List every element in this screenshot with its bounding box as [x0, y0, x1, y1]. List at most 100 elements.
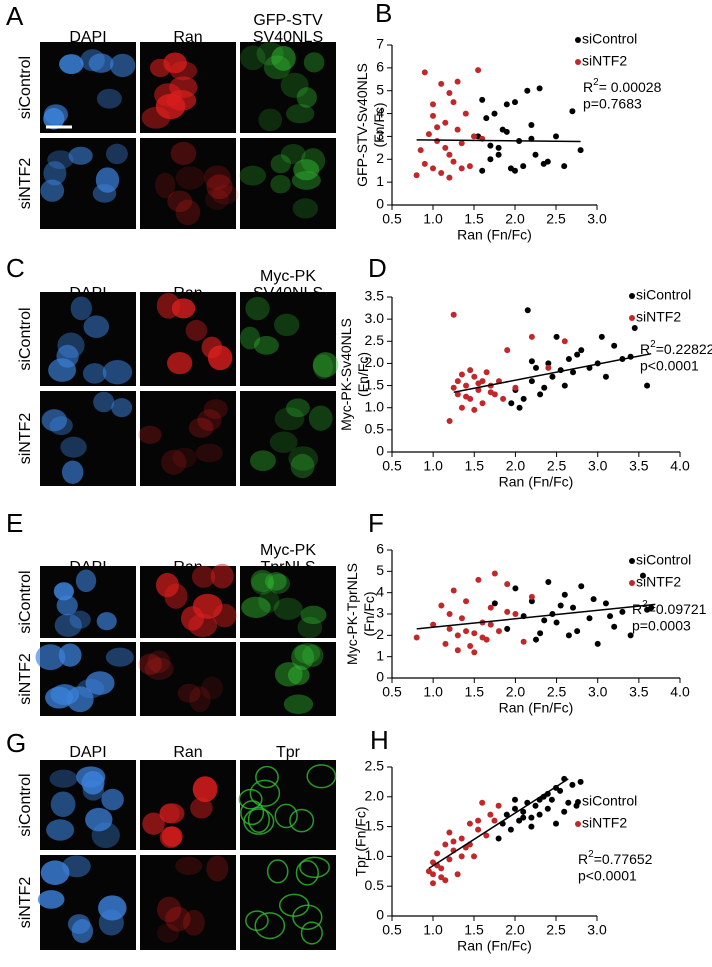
nucleus [85, 807, 113, 832]
nucleus [256, 41, 284, 66]
nucleus [270, 174, 291, 194]
legend-marker [629, 293, 635, 299]
nucleus [278, 893, 310, 917]
point [483, 115, 490, 122]
y-tick-label: 2.0 [365, 788, 385, 804]
legend-label: siControl [636, 287, 691, 303]
point [454, 632, 461, 639]
point [458, 853, 465, 860]
nucleus [290, 453, 315, 479]
point [565, 799, 572, 806]
y-tick-label: 1 [376, 173, 384, 189]
point [569, 108, 576, 115]
point [463, 382, 470, 389]
nucleus [61, 460, 84, 484]
point [520, 808, 527, 815]
point [479, 799, 486, 806]
x-tick-label: 2.0 [506, 458, 526, 474]
point [602, 373, 609, 380]
point [442, 119, 449, 126]
point [434, 850, 441, 857]
point [503, 101, 510, 108]
panel-letter: E [6, 508, 23, 538]
point [520, 163, 527, 170]
legend-marker [629, 580, 635, 586]
nucleus [185, 319, 208, 341]
y-axis-label: GFP-STV-Sv40NLS [354, 63, 370, 187]
point [487, 156, 494, 163]
nucleus [71, 919, 94, 944]
point [491, 110, 498, 117]
nucleus [106, 143, 128, 165]
point [446, 625, 453, 632]
nucleus [59, 54, 84, 75]
nucleus [313, 354, 334, 380]
legend-marker [575, 821, 581, 827]
point [430, 871, 436, 878]
nucleus [271, 45, 296, 71]
nucleus [159, 826, 182, 849]
point [512, 99, 518, 106]
point [627, 632, 634, 639]
point [644, 382, 651, 389]
nucleus [69, 610, 91, 629]
point [446, 611, 453, 617]
point [565, 632, 572, 639]
point [442, 877, 449, 884]
point [533, 636, 539, 643]
point [536, 85, 543, 92]
nucleus [286, 398, 310, 418]
y-tick-label: 2 [376, 150, 384, 166]
point [487, 621, 494, 628]
y-tick-label: 4 [376, 583, 384, 599]
nucleus [43, 107, 65, 130]
point [475, 67, 482, 74]
point [430, 621, 437, 628]
y-tick-label: 0 [376, 669, 384, 685]
nucleus [280, 144, 306, 165]
nucleus [190, 797, 213, 819]
x-tick-label: 4.0 [670, 458, 690, 474]
nucleus [169, 61, 198, 81]
point [495, 151, 502, 158]
x-axis-label: Ran (Fn/Fc) [457, 938, 532, 954]
micrograph [240, 566, 336, 638]
point [467, 643, 474, 649]
point [454, 391, 461, 398]
point [450, 311, 457, 318]
x-tick-label: 0.5 [382, 458, 402, 474]
point [466, 163, 473, 170]
legend-marker [629, 558, 635, 564]
point [516, 404, 523, 411]
point [553, 820, 559, 827]
point [512, 585, 519, 592]
point [545, 360, 552, 367]
point [528, 598, 535, 605]
panel-letter: B [375, 0, 392, 28]
micrograph [140, 855, 236, 950]
p-value: p<0.0001 [578, 868, 637, 884]
nucleus [49, 769, 78, 788]
row-label: siNTF2 [17, 413, 34, 465]
legend-marker [575, 799, 581, 805]
nucleus [197, 409, 222, 432]
point [528, 593, 535, 600]
y-tick-label: 2.0 [365, 354, 385, 370]
nucleus [56, 595, 78, 616]
point [450, 838, 457, 845]
nucleus [177, 683, 201, 703]
point [586, 615, 593, 622]
point [417, 147, 424, 154]
point [495, 835, 502, 842]
nucleus [165, 906, 191, 932]
point [639, 572, 646, 579]
nucleus [291, 170, 321, 190]
point [512, 796, 518, 803]
panel-letter: G [6, 728, 26, 758]
x-tick-label: 2.0 [505, 922, 525, 938]
point [495, 628, 502, 635]
x-tick-label: 3.0 [588, 684, 608, 700]
nucleus [138, 653, 163, 675]
point [500, 395, 507, 402]
point [537, 630, 544, 637]
